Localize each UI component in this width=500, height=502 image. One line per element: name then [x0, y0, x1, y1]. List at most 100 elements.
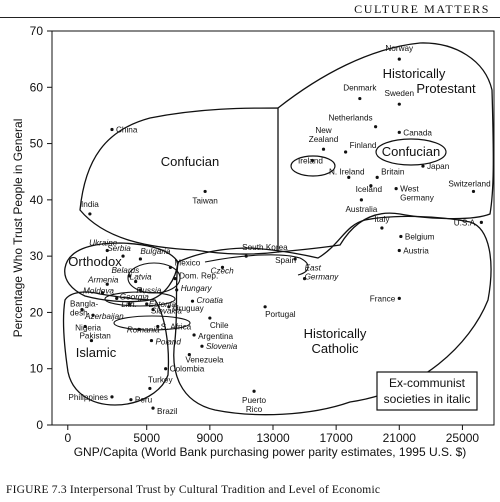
data-point: [105, 282, 109, 286]
running-header: CULTURE MATTERS: [354, 2, 490, 16]
data-point: [244, 254, 248, 258]
y-tick-label: 30: [30, 249, 44, 263]
data-point: [156, 324, 160, 329]
data-point: [397, 57, 401, 61]
point-label: Turkey: [148, 375, 174, 384]
point-label: Azerbaijan: [84, 312, 124, 321]
point-label: Portugal: [265, 310, 296, 319]
data-point: [397, 296, 401, 300]
point-label: Taiwan: [192, 196, 218, 205]
data-point: [121, 254, 125, 258]
data-point: [344, 150, 348, 154]
point-label: Armenia: [87, 275, 119, 284]
data-point: [110, 395, 114, 399]
data-point: [80, 308, 84, 312]
point-label: Belarus: [111, 266, 139, 275]
point-label: Croatia: [196, 296, 223, 305]
data-point: [173, 277, 177, 281]
data-point: [167, 305, 171, 309]
point-label: Slovakia: [151, 307, 182, 316]
x-tick-label: 0: [64, 431, 71, 445]
point-label: Lith.: [121, 300, 136, 309]
data-point: [187, 353, 191, 357]
data-point: [380, 226, 384, 230]
y-tick-label: 40: [30, 193, 44, 207]
point-label: Norway: [385, 44, 414, 53]
boundary-islamic: [62, 291, 170, 406]
point-label: Argentina: [198, 332, 233, 341]
point-label: France: [370, 294, 396, 303]
data-point: [397, 102, 401, 106]
data-point: [115, 296, 119, 300]
y-tick-label: 10: [30, 362, 44, 376]
data-point: [100, 291, 105, 295]
point-label: Austria: [403, 247, 429, 256]
point-label: Britain: [381, 167, 405, 176]
point-label: Moldova: [83, 287, 114, 296]
group-label: Historically: [304, 326, 367, 341]
x-axis-title: GNP/Capita (World Bank purchasing power …: [74, 445, 467, 459]
data-point: [208, 316, 212, 320]
point-label: Peru: [135, 396, 153, 405]
x-tick-label: 13000: [256, 431, 290, 445]
point-label: Hungary: [181, 284, 213, 293]
point-label: Romania: [127, 325, 160, 334]
data-point: [263, 305, 267, 309]
point-label: Pakistan: [79, 332, 111, 341]
point-label: Dom. Rep.: [179, 272, 218, 281]
point-label: China: [116, 126, 138, 135]
data-point: [148, 386, 152, 391]
point-label: Netherlands: [328, 114, 372, 123]
data-point: [321, 147, 326, 151]
boundary-lith-estonia: [104, 291, 176, 307]
x-tick-label: 9000: [197, 431, 224, 445]
data-point: [89, 338, 94, 343]
point-label: East Germany: [305, 264, 340, 282]
data-point: [293, 257, 297, 261]
data-point: [397, 130, 401, 134]
group-label: Confucian: [161, 154, 220, 169]
point-label: Spain: [275, 256, 296, 265]
point-label: N. Ireland: [329, 167, 365, 176]
point-label: Switzerland: [448, 179, 491, 188]
data-point: [137, 327, 141, 331]
y-tick-label: 60: [30, 80, 44, 94]
data-point: [394, 187, 398, 191]
data-point: [149, 338, 154, 343]
point-label: South Korea: [242, 243, 288, 252]
point-label: Ukraine: [89, 239, 118, 248]
boundary-catholic: [173, 215, 492, 416]
data-point: [471, 189, 476, 194]
point-label: Bangla-desh: [70, 300, 98, 318]
point-label: Poland: [155, 338, 181, 347]
point-label: U.S.A.: [454, 218, 478, 227]
figure-caption: FIGURE 7.3 Interpersonal Trust by Cultur…: [6, 484, 381, 496]
y-tick-label: 0: [36, 418, 43, 432]
point-label: Serbia: [107, 244, 131, 253]
point-label: Mexico: [174, 258, 200, 267]
data-point: [88, 212, 92, 216]
y-tick-label: 70: [30, 24, 44, 38]
point-label: Ireland: [298, 156, 323, 165]
boundary-orthodox: [64, 242, 179, 303]
boundary-ireland: [290, 155, 336, 177]
y-tick-label: 50: [30, 137, 44, 151]
point-label: Philippines: [68, 393, 108, 402]
data-point: [151, 308, 155, 312]
data-point: [375, 175, 379, 179]
point-label: Russia: [136, 286, 161, 295]
data-point: [127, 302, 131, 306]
data-point: [369, 184, 373, 188]
data-point: [220, 265, 225, 269]
boundary-protestant: [277, 42, 494, 253]
group-label: Protestant: [416, 81, 476, 96]
x-tick-label: 5000: [133, 431, 160, 445]
point-label: Canada: [403, 128, 432, 137]
point-label: Japan: [427, 162, 450, 171]
point-label: Australia: [345, 205, 377, 214]
data-point: [134, 279, 138, 284]
point-label: India: [81, 200, 99, 209]
data-point: [83, 324, 87, 329]
data-point: [168, 265, 172, 269]
